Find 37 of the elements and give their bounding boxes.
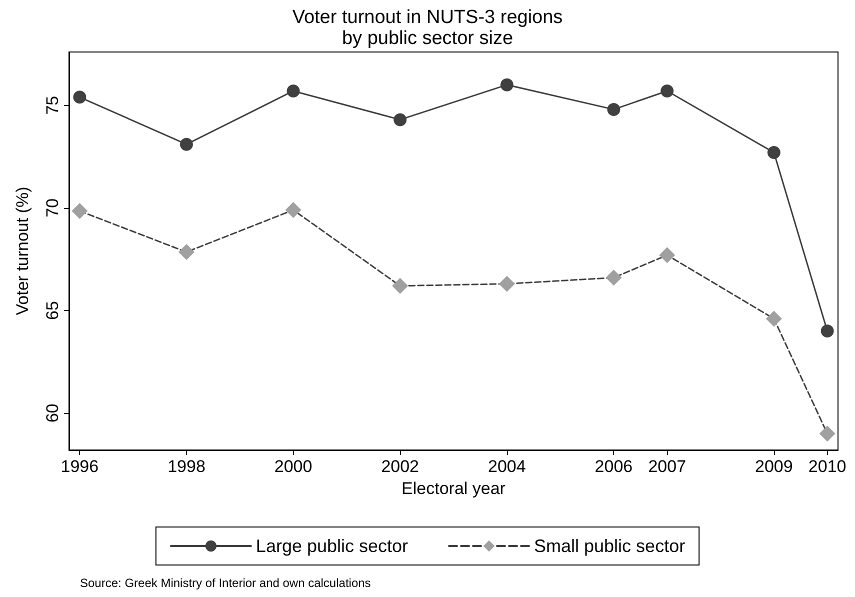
point	[286, 84, 300, 98]
x-tick-label: 1996	[60, 457, 99, 476]
point	[392, 278, 408, 294]
x-axis-title: Electoral year	[402, 479, 506, 498]
point	[819, 426, 836, 442]
point	[767, 146, 780, 160]
point	[178, 244, 194, 260]
point	[72, 202, 88, 219]
source-note: Source: Greek Ministry of Interior and own calculations	[80, 576, 371, 590]
y-tick-label: 65	[43, 301, 62, 320]
point	[500, 78, 514, 92]
x-tick-label: 2006	[594, 457, 633, 476]
x-tick-label: 2000	[274, 457, 312, 476]
point	[659, 247, 676, 264]
x-tick-label: 2010	[808, 457, 846, 476]
point	[820, 324, 834, 338]
y-tick-label: 75	[43, 96, 62, 115]
point	[660, 84, 674, 98]
point	[766, 310, 782, 327]
y-tick-label: 70	[43, 198, 62, 218]
y-axis-title: Voter turnout (%)	[13, 186, 32, 316]
point	[606, 270, 622, 286]
x-tick-label: 2002	[381, 457, 420, 476]
point	[285, 202, 302, 218]
point	[394, 113, 407, 126]
point	[607, 102, 620, 116]
x-tick-label: 1998	[168, 457, 206, 476]
point	[73, 90, 86, 104]
x-tick-label: 2007	[648, 457, 686, 476]
x-tick-label: 2004	[488, 457, 526, 476]
point	[498, 276, 515, 292]
x-tick-label: 2009	[755, 457, 793, 476]
point	[180, 138, 193, 151]
legend-label: Large public sector	[256, 536, 408, 556]
chart-title: Voter turnout in NUTS-3 regions by public sector size	[292, 7, 563, 49]
y-tick-label: 60	[43, 404, 62, 423]
legend-label: Small public sector	[534, 536, 686, 556]
